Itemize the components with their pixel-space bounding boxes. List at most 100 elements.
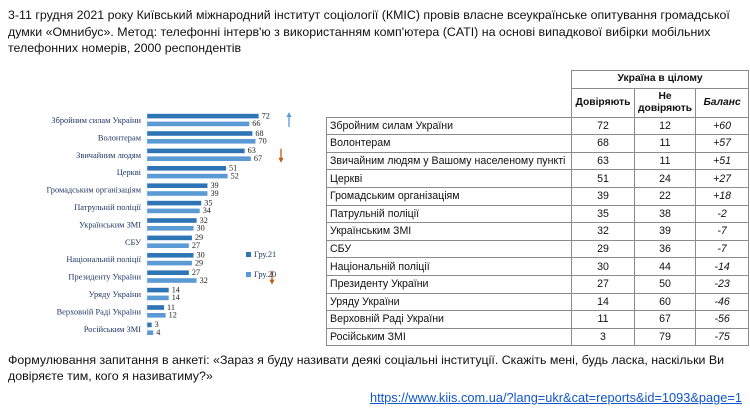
table-row: Громадським організаціям 39 22 +18	[326, 186, 750, 206]
bar-value-label: 27	[192, 268, 200, 277]
row-name: Церкві	[326, 169, 572, 188]
row-trust: 68	[571, 134, 635, 153]
row-distrust: 11	[633, 134, 697, 153]
category-label: Російським ЗМІ	[84, 325, 141, 334]
bar-value-label: 68	[255, 129, 263, 138]
table-row: Національній поліції 30 44 -14	[326, 257, 750, 276]
bar-dec20	[147, 121, 250, 127]
table-group-header: Україна в цілому	[570, 70, 750, 89]
bar-dec21	[147, 305, 165, 310]
table-row: Патрульній поліції 35 38 -2	[326, 204, 750, 224]
bar-dec20	[147, 295, 169, 301]
intro-text: 3-11 грудня 2021 року Київський міжнарод…	[8, 8, 730, 55]
col-header-distrust-label: Не довіряють	[638, 90, 693, 114]
category-label: Громадським організаціям	[46, 186, 141, 195]
row-balance: -75	[695, 327, 750, 347]
row-balance: -46	[695, 292, 750, 312]
category-label: Українським ЗМІ	[79, 220, 141, 229]
bar-value-label: 12	[169, 311, 177, 320]
legend-swatch	[246, 272, 251, 277]
row-name: Президенту України	[326, 274, 572, 294]
row-name: Верховній Раді України	[326, 310, 572, 329]
bar-dec21	[147, 253, 194, 258]
bar-value-label: 14	[172, 285, 180, 294]
row-trust: 35	[571, 204, 635, 224]
table-row: Російським ЗМІ 3 79 -75	[326, 327, 750, 347]
row-balance: -7	[695, 239, 750, 259]
row-name: Громадським організаціям	[326, 186, 572, 206]
bar-value-label: 51	[229, 164, 237, 173]
row-distrust: 12	[633, 116, 697, 136]
bar-value-label: 4	[156, 328, 160, 337]
row-balance: +57	[695, 134, 750, 153]
arrow-down-icon	[278, 148, 284, 163]
category-label: Волонтерам	[98, 133, 142, 142]
row-distrust: 36	[633, 239, 697, 259]
bar-value-label: 39	[210, 189, 218, 198]
category-label: Національній поліції	[66, 255, 141, 264]
row-trust: 32	[571, 222, 635, 241]
legend-label: Гру.20	[254, 270, 276, 279]
bar-value-label: 70	[259, 137, 267, 146]
row-trust: 63	[571, 151, 635, 171]
bar-value-label: 14	[172, 293, 180, 302]
bar-dec21	[147, 131, 253, 136]
category-label: Уряду України	[89, 290, 142, 299]
bar-value-label: 30	[197, 251, 205, 260]
row-trust: 30	[571, 257, 635, 276]
bar-value-label: 29	[195, 233, 203, 242]
row-balance: +18	[695, 186, 750, 206]
category-label: Церкві	[117, 168, 142, 177]
row-distrust: 44	[633, 257, 697, 276]
bar-dec20	[147, 191, 208, 196]
table-row: Звичайним людям у Вашому населеному пунк…	[326, 151, 750, 171]
row-trust: 39	[571, 186, 635, 206]
row-balance: -56	[695, 310, 750, 329]
table-row: Збройним силам України 72 12 +60	[326, 116, 750, 136]
category-label: Верховній Раді України	[57, 307, 142, 316]
bar-value-label: 11	[167, 303, 175, 312]
category-label: СБУ	[125, 238, 141, 247]
row-balance: -7	[695, 222, 750, 241]
row-name: Українським ЗМІ	[326, 222, 572, 241]
bar-dec21	[147, 148, 245, 154]
bar-dec20	[147, 243, 189, 248]
table-corner	[326, 70, 572, 118]
row-trust: 14	[571, 292, 635, 312]
row-balance: +60	[695, 116, 750, 136]
bar-value-label: 72	[262, 111, 270, 120]
row-distrust: 67	[633, 310, 697, 329]
legend-swatch	[246, 252, 251, 257]
bar-dec21	[147, 218, 197, 223]
row-name: Уряду України	[326, 292, 572, 312]
legend-label: Гру.21	[254, 250, 276, 259]
row-distrust: 60	[633, 292, 697, 312]
bar-value-label: 52	[231, 171, 239, 180]
row-trust: 3	[571, 327, 635, 347]
row-distrust: 11	[633, 151, 697, 171]
row-distrust: 22	[633, 186, 697, 206]
row-name: Патрульній поліції	[326, 204, 572, 224]
row-distrust: 50	[633, 274, 697, 294]
table-row: СБУ 29 36 -7	[326, 239, 750, 259]
table-row: Церкві 51 24 +27	[326, 169, 750, 188]
category-label: Збройним силам України	[51, 116, 141, 125]
bar-dec21	[147, 183, 208, 188]
bar-value-label: 32	[200, 216, 208, 225]
col-header-balance: Баланс	[695, 87, 750, 118]
bar-dec21	[147, 113, 259, 119]
bar-dec20	[147, 208, 200, 214]
source-link[interactable]: https://www.kiis.com.ua/?lang=ukr&cat=re…	[369, 390, 742, 405]
table-row: Президенту України 27 50 -23	[326, 274, 750, 294]
bar-dec21	[147, 235, 192, 241]
row-balance: -2	[695, 204, 750, 224]
row-trust: 27	[571, 274, 635, 294]
row-trust: 51	[571, 169, 635, 188]
bar-value-label: 32	[200, 276, 208, 285]
bar-value-label: 35	[204, 198, 212, 207]
category-label: Президенту України	[68, 273, 141, 282]
bar-value-label: 63	[248, 146, 256, 155]
bar-dec20	[147, 173, 228, 179]
row-trust: 72	[571, 116, 635, 136]
table-row: Волонтерам 68 11 +57	[326, 134, 750, 153]
